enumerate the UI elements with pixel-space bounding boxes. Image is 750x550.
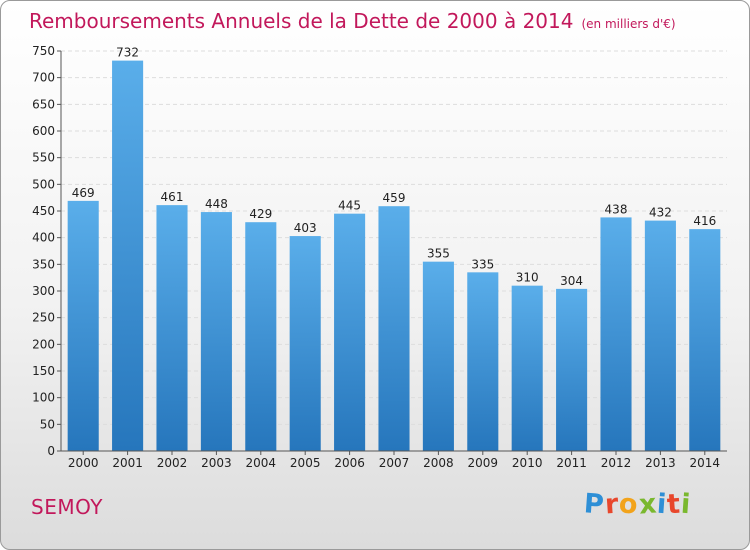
axes: 0 50 100 150 200 250 300 350 400 450 500 550 600 650 7…	[32, 44, 727, 470]
value-label-2010: 310	[516, 271, 539, 285]
value-label-2008: 355	[427, 247, 450, 261]
y-tick-label: 350	[32, 257, 55, 271]
y-tick-label: 250	[32, 311, 55, 325]
value-label-2011: 304	[560, 274, 583, 288]
bar-2001	[112, 60, 144, 451]
y-tick-label: 100	[32, 391, 55, 405]
logo-letter: i	[680, 488, 693, 521]
value-label-2005: 403	[294, 221, 317, 235]
y-tick-label: 550	[32, 151, 55, 165]
y-tick-label: 650	[32, 97, 55, 111]
x-tick-label-2000: 2000	[68, 456, 99, 470]
x-tick-label-2011: 2011	[556, 456, 587, 470]
value-label-2013: 432	[649, 206, 672, 220]
commune-name: SEMOY	[31, 495, 103, 519]
bar-2012	[600, 217, 632, 451]
x-tick-label-2006: 2006	[334, 456, 365, 470]
bar-2006	[334, 213, 366, 451]
x-tick-label-2002: 2002	[157, 456, 188, 470]
logo-letter: x	[637, 488, 659, 521]
value-label-2002: 461	[161, 190, 184, 204]
bar-2011	[556, 288, 588, 451]
bar-2005	[289, 236, 321, 451]
bar-2002	[156, 205, 188, 451]
x-tick-label-2013: 2013	[645, 456, 676, 470]
proxiti-logo: Proxiti	[582, 488, 693, 521]
bar-2010	[511, 285, 543, 451]
chart-title-text: Remboursements Annuels de la Dette de 20…	[29, 9, 574, 33]
value-label-2014: 416	[693, 214, 716, 228]
x-tick-label-2004: 2004	[246, 456, 277, 470]
y-tick-label: 500	[32, 177, 55, 191]
bar-2014	[689, 229, 721, 451]
y-tick-label: 400	[32, 231, 55, 245]
x-tick-label-2009: 2009	[468, 456, 499, 470]
x-tick-label-2010: 2010	[512, 456, 543, 470]
value-label-2007: 459	[383, 191, 406, 205]
value-label-2000: 469	[72, 186, 95, 200]
chart-subtitle: (en milliers d'€)	[581, 17, 676, 31]
y-tick-label: 600	[32, 124, 55, 138]
bar-2004	[245, 222, 277, 451]
x-tick-label-2003: 2003	[201, 456, 232, 470]
x-tick-label-2001: 2001	[112, 456, 143, 470]
value-label-2004: 429	[249, 207, 272, 221]
value-label-2003: 448	[205, 197, 228, 211]
bar-2013	[644, 220, 676, 451]
x-tick-label-2014: 2014	[690, 456, 721, 470]
y-tick-label: 150	[32, 364, 55, 378]
y-tick-label: 0	[47, 444, 55, 458]
x-tick-label-2008: 2008	[423, 456, 454, 470]
bar-2007	[378, 206, 410, 451]
bars: 469 732 461 448 429 403 445 459 355 335 310 304 438 4…	[67, 46, 721, 451]
bar-2000	[67, 200, 99, 451]
y-tick-label: 700	[32, 71, 55, 85]
chart-title: Remboursements Annuels de la Dette de 20…	[29, 9, 676, 33]
y-tick-label: 50	[40, 417, 55, 431]
logo-letter: P	[582, 488, 606, 521]
bar-2008	[422, 261, 454, 451]
y-tick-label: 450	[32, 204, 55, 218]
bar-2003	[200, 212, 232, 451]
x-tick-label-2005: 2005	[290, 456, 321, 470]
y-tick-label: 750	[32, 44, 55, 58]
logo-letter: o	[618, 488, 640, 521]
y-tick-label: 200	[32, 337, 55, 351]
value-label-2001: 732	[116, 46, 139, 60]
bar-2009	[467, 272, 499, 451]
y-tick-label: 300	[32, 284, 55, 298]
value-label-2009: 335	[471, 257, 494, 271]
x-tick-label-2012: 2012	[601, 456, 632, 470]
x-tick-label-2007: 2007	[379, 456, 410, 470]
value-label-2012: 438	[605, 202, 628, 216]
value-label-2006: 445	[338, 199, 361, 213]
